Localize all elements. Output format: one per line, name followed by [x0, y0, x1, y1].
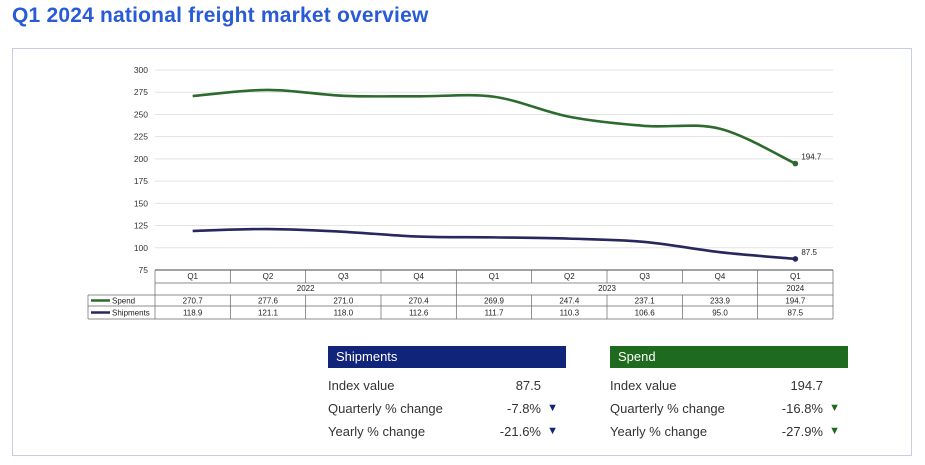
shipments-panel-header: Shipments — [328, 346, 566, 368]
table-cell: 111.7 — [485, 309, 504, 318]
spend-yearly-row: Yearly % change -27.9% ▼ — [610, 420, 848, 443]
spend-quarterly-row: Quarterly % change -16.8% ▼ — [610, 397, 848, 420]
shipments-index-label: Index value — [328, 378, 395, 393]
shipments-yearly-label: Yearly % change — [328, 424, 426, 439]
x-tick-label: Q3 — [639, 272, 650, 281]
y-tick-label: 100 — [134, 243, 148, 253]
shipments-index-row: Index value 87.5 — [328, 374, 566, 397]
shipments-quarterly-row: Quarterly % change -7.8% ▼ — [328, 397, 566, 420]
spend-index-row: Index value 194.7 — [610, 374, 848, 397]
spend-yearly-down-arrow-icon: ▼ — [829, 425, 840, 437]
line-chart: 300 275 250 225 200 175 150 125 100 75 194.7 87.5 Q1… — [87, 65, 834, 320]
table-cell: 233.9 — [710, 297, 731, 306]
y-tick-label: 75 — [139, 265, 149, 275]
table-cell: 95.0 — [712, 309, 728, 318]
table-cell: 247.4 — [559, 297, 580, 306]
y-tick-label: 225 — [134, 132, 148, 142]
shipments-quarterly-label: Quarterly % change — [328, 401, 443, 416]
end-data-label: 87.5 — [801, 248, 817, 257]
x-tick-label: Q3 — [338, 272, 349, 281]
table-cell: 277.6 — [258, 297, 279, 306]
x-tick-label: Q4 — [715, 272, 726, 281]
x-tick-label: Q2 — [263, 272, 274, 281]
spend-yearly-label: Yearly % change — [610, 424, 708, 439]
year-label: 2023 — [598, 284, 616, 293]
spend-quarterly-label: Quarterly % change — [610, 401, 725, 416]
x-tick-label: Q1 — [187, 272, 198, 281]
y-tick-label: 300 — [134, 65, 148, 75]
shipments-yearly-value: -21.6% — [499, 424, 541, 439]
year-label: 2024 — [786, 284, 804, 293]
table-cell: 87.5 — [788, 309, 804, 318]
table-cell: 118.9 — [183, 309, 203, 318]
spend-panel-header: Spend — [610, 346, 848, 368]
table-cell: 270.7 — [183, 297, 204, 306]
table-cell: 237.1 — [635, 297, 656, 306]
y-tick-label: 125 — [134, 221, 148, 231]
x-tick-label: Q2 — [564, 272, 575, 281]
table-cell: 110.3 — [560, 309, 580, 318]
y-tick-label: 175 — [134, 176, 148, 186]
data-point — [792, 160, 799, 167]
shipments-panel: Shipments Index value 87.5 Quarterly % c… — [328, 346, 566, 443]
x-tick-label: Q1 — [790, 272, 801, 281]
table-cell: 112.6 — [409, 309, 429, 318]
y-tick-label: 150 — [134, 198, 148, 208]
spend-index-label: Index value — [610, 378, 677, 393]
table-cell: 271.0 — [333, 297, 354, 306]
table-cell: 270.4 — [409, 297, 430, 306]
end-data-label: 194.7 — [801, 153, 822, 162]
y-tick-label: 250 — [134, 109, 148, 119]
legend-label: Shipments — [112, 309, 150, 318]
series-line-spend — [192, 88, 796, 165]
table-cell: 118.0 — [334, 309, 354, 318]
shipments-yearly-row: Yearly % change -21.6% ▼ — [328, 420, 566, 443]
chart-frame — [12, 48, 912, 456]
table-cell: 269.9 — [484, 297, 505, 306]
spend-panel: Spend Index value 194.7 Quarterly % chan… — [610, 346, 848, 443]
table-cell: 194.7 — [785, 297, 806, 306]
legend-label: Spend — [112, 297, 135, 306]
shipments-index-value: 87.5 — [515, 378, 541, 393]
y-tick-label: 200 — [134, 154, 148, 164]
table-cell: 121.1 — [258, 309, 279, 318]
y-tick-label: 275 — [134, 87, 148, 97]
spend-quarterly-value: -16.8% — [781, 401, 823, 416]
year-label: 2022 — [297, 284, 315, 293]
series-line-shipments — [192, 227, 796, 261]
shipments-yearly-down-arrow-icon: ▼ — [547, 425, 558, 437]
page-title: Q1 2024 national freight market overview — [12, 4, 429, 27]
spend-index-value: 194.7 — [790, 378, 823, 393]
data-point — [792, 256, 799, 262]
shipments-quarterly-down-arrow-icon: ▼ — [547, 402, 558, 414]
shipments-quarterly-value: -7.8% — [507, 401, 541, 416]
spend-yearly-value: -27.9% — [781, 424, 823, 439]
table-cell: 106.6 — [635, 309, 656, 318]
x-tick-label: Q1 — [489, 272, 500, 281]
x-tick-label: Q4 — [413, 272, 424, 281]
spend-quarterly-down-arrow-icon: ▼ — [829, 402, 840, 414]
